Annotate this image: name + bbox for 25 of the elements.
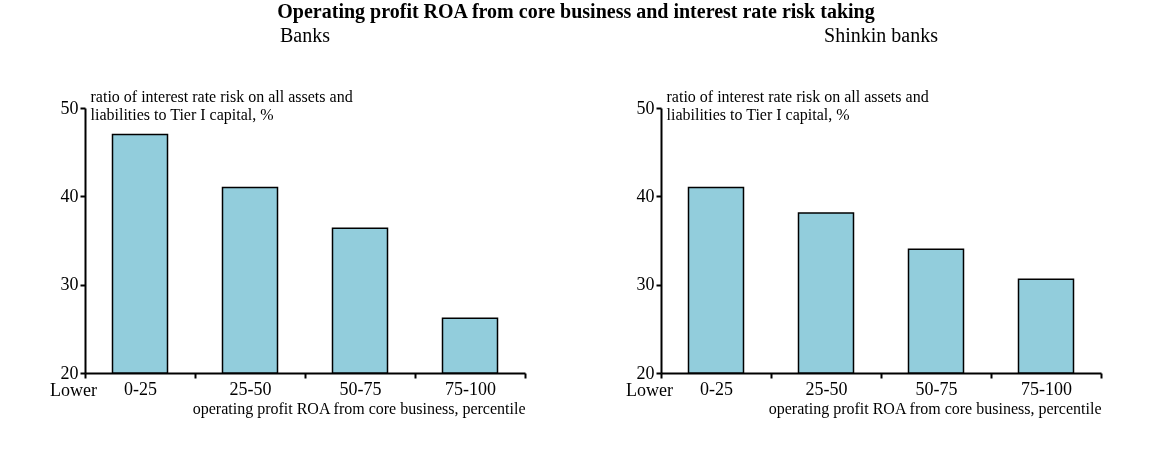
y-axis-title: ratio of interest rate risk on all assets and liabilities to Tier I capital, %: [666, 87, 929, 124]
text: Lower: [50, 380, 97, 400]
y-tick-label: 50: [60, 97, 79, 118]
x-axis-title: operating profit ROA from core business, percentile: [768, 399, 1102, 418]
x-tick-label: 25-50: [805, 378, 848, 399]
x-tick-label: 0-25: [700, 378, 733, 399]
y-tick-label: 20: [636, 362, 655, 383]
chart-subtitle: Banks: [280, 24, 331, 46]
y-tick-label: 30: [60, 274, 79, 295]
x-tick-label: 25-50: [229, 378, 272, 399]
y-tick-label: 30: [636, 274, 655, 295]
x-tick-label: 50-75: [339, 378, 382, 399]
y-axis-title: ratio of interest rate risk on all assets and liabilities to Tier I capital, %: [90, 87, 353, 124]
x-tick-label: 75-100: [1021, 378, 1072, 399]
text: Operating profit ROA from core business and interest rate risk taking: [277, 0, 875, 23]
x-tick-label: 75-100: [445, 378, 496, 399]
y-tick-label: 20: [60, 362, 79, 383]
y-tick-label: 40: [60, 185, 79, 206]
x-tick-label: 0-25: [124, 378, 157, 399]
x-tick-label: 50-75: [915, 378, 958, 399]
x-axis-title: operating profit ROA from core business, percentile: [192, 399, 526, 418]
y-tick-label: 40: [636, 185, 655, 206]
text: Lower: [626, 380, 673, 400]
chart-subtitle: Shinkin banks: [824, 24, 939, 46]
y-tick-label: 50: [636, 97, 655, 118]
